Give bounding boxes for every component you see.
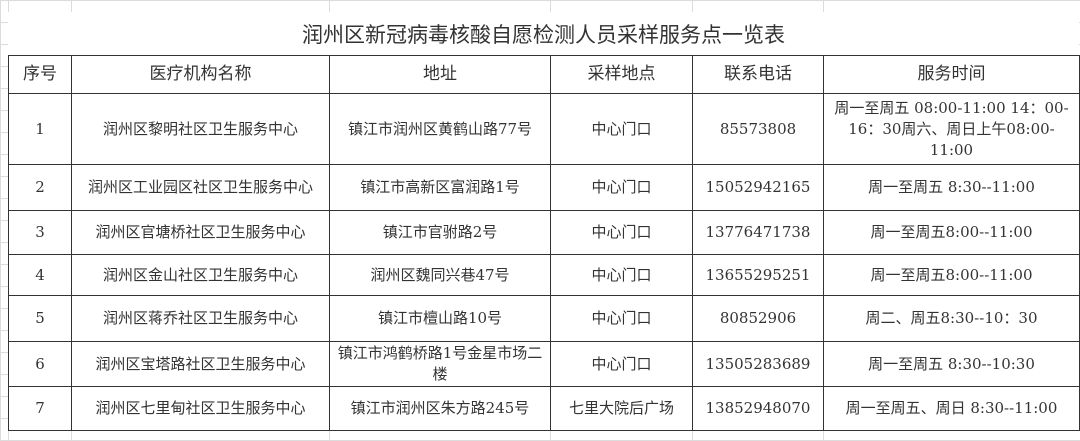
table-row: 3 润州区官塘桥社区卫生服务中心 镇江市官驸路2号 中心门口 13776471738 周一… bbox=[8, 210, 1080, 255]
cell-service-hours[interactable]: 周二、周五8:30--10：30 bbox=[823, 295, 1080, 342]
cell-address[interactable]: 镇江市官驸路2号 bbox=[329, 210, 551, 255]
cell-service-hours[interactable]: 周一至周五 8:30--11:00 bbox=[823, 164, 1080, 211]
cell-sampling-site[interactable]: 中心门口 bbox=[550, 295, 693, 342]
cell-address[interactable]: 镇江市鸿鹤桥路1号金星市场二楼 bbox=[329, 341, 551, 387]
cell-index[interactable]: 5 bbox=[8, 295, 72, 342]
cell-address[interactable]: 镇江市檀山路10号 bbox=[329, 295, 551, 342]
table-row: 2 润州区工业园区社区卫生服务中心 镇江市高新区富润路1号 中心门口 150529421… bbox=[8, 164, 1080, 211]
header-index[interactable]: 序号 bbox=[8, 55, 72, 94]
cell-service-hours[interactable]: 周一至周五、周日 8:30--11:00 bbox=[823, 386, 1080, 431]
cell-index[interactable]: 1 bbox=[8, 93, 72, 165]
cell-sampling-site[interactable]: 中心门口 bbox=[550, 210, 693, 255]
cell-service-hours[interactable]: 周一至周五8:00--11:00 bbox=[823, 210, 1080, 255]
table-row: 5 润州区蒋乔社区卫生服务中心 镇江市檀山路10号 中心门口 80852906 周二、周五… bbox=[8, 295, 1080, 342]
cell-institution[interactable]: 润州区蒋乔社区卫生服务中心 bbox=[71, 295, 330, 342]
cell-institution[interactable]: 润州区金山社区卫生服务中心 bbox=[71, 254, 330, 296]
cell-institution[interactable]: 润州区官塘桥社区卫生服务中心 bbox=[71, 210, 330, 255]
cell-institution[interactable]: 润州区黎明社区卫生服务中心 bbox=[71, 93, 330, 165]
cell-phone[interactable]: 13505283689 bbox=[692, 341, 824, 387]
table-row: 1 润州区黎明社区卫生服务中心 镇江市润州区黄鹤山路77号 中心门口 85573808 周… bbox=[8, 93, 1080, 165]
cell-service-hours[interactable]: 周一至周五8:00--11:00 bbox=[823, 254, 1080, 296]
cell-sampling-site[interactable]: 中心门口 bbox=[550, 341, 693, 387]
table-row: 6 润州区宝塔路社区卫生服务中心 镇江市鸿鹤桥路1号金星市场二楼 中心门口 135052… bbox=[8, 341, 1080, 387]
cell-phone[interactable]: 15052942165 bbox=[692, 164, 824, 211]
cell-phone[interactable]: 13852948070 bbox=[692, 386, 824, 431]
cell-index[interactable]: 4 bbox=[8, 254, 72, 296]
cell-address[interactable]: 润州区魏同兴巷47号 bbox=[329, 254, 551, 296]
header-row: 序号 医疗机构名称 地址 采样地点 联系电话 服务时间 bbox=[8, 55, 1080, 94]
cell-service-hours[interactable]: 周一至周五 08:00-11:00 14：00-16：30周六、周日上午08:0… bbox=[823, 93, 1080, 165]
service-point-table: 序号 医疗机构名称 地址 采样地点 联系电话 服务时间 1 润州区黎明社区卫生服务… bbox=[8, 55, 1080, 431]
header-service-hours[interactable]: 服务时间 bbox=[823, 55, 1080, 94]
cell-phone[interactable]: 13776471738 bbox=[692, 210, 824, 255]
cell-sampling-site[interactable]: 中心门口 bbox=[550, 164, 693, 211]
header-institution[interactable]: 医疗机构名称 bbox=[71, 55, 330, 94]
header-sampling-site[interactable]: 采样地点 bbox=[550, 55, 693, 94]
cell-sampling-site[interactable]: 七里大院后广场 bbox=[550, 386, 693, 431]
cell-sampling-site[interactable]: 中心门口 bbox=[550, 254, 693, 296]
cell-address[interactable]: 镇江市润州区朱方路245号 bbox=[329, 386, 551, 431]
cell-phone[interactable]: 85573808 bbox=[692, 93, 824, 165]
cell-sampling-site[interactable]: 中心门口 bbox=[550, 93, 693, 165]
header-address[interactable]: 地址 bbox=[329, 55, 551, 94]
table-row: 4 润州区金山社区卫生服务中心 润州区魏同兴巷47号 中心门口 13655295251 周… bbox=[8, 254, 1080, 296]
cell-address[interactable]: 镇江市高新区富润路1号 bbox=[329, 164, 551, 211]
cell-institution[interactable]: 润州区宝塔路社区卫生服务中心 bbox=[71, 341, 330, 387]
cell-index[interactable]: 2 bbox=[8, 164, 72, 211]
sheet-title[interactable]: 润州区新冠病毒核酸自愿检测人员采样服务点一览表 bbox=[8, 12, 1079, 55]
cell-service-hours[interactable]: 周一至周五 8:30--10:30 bbox=[823, 341, 1080, 387]
cell-index[interactable]: 3 bbox=[8, 210, 72, 255]
cell-index[interactable]: 7 bbox=[8, 386, 72, 431]
cell-phone[interactable]: 13655295251 bbox=[692, 254, 824, 296]
cell-institution[interactable]: 润州区七里甸社区卫生服务中心 bbox=[71, 386, 330, 431]
header-phone[interactable]: 联系电话 bbox=[692, 55, 824, 94]
cell-institution[interactable]: 润州区工业园区社区卫生服务中心 bbox=[71, 164, 330, 211]
table-row: 7 润州区七里甸社区卫生服务中心 镇江市润州区朱方路245号 七里大院后广场 13852… bbox=[8, 386, 1080, 431]
cell-phone[interactable]: 80852906 bbox=[692, 295, 824, 342]
cell-index[interactable]: 6 bbox=[8, 341, 72, 387]
cell-address[interactable]: 镇江市润州区黄鹤山路77号 bbox=[329, 93, 551, 165]
